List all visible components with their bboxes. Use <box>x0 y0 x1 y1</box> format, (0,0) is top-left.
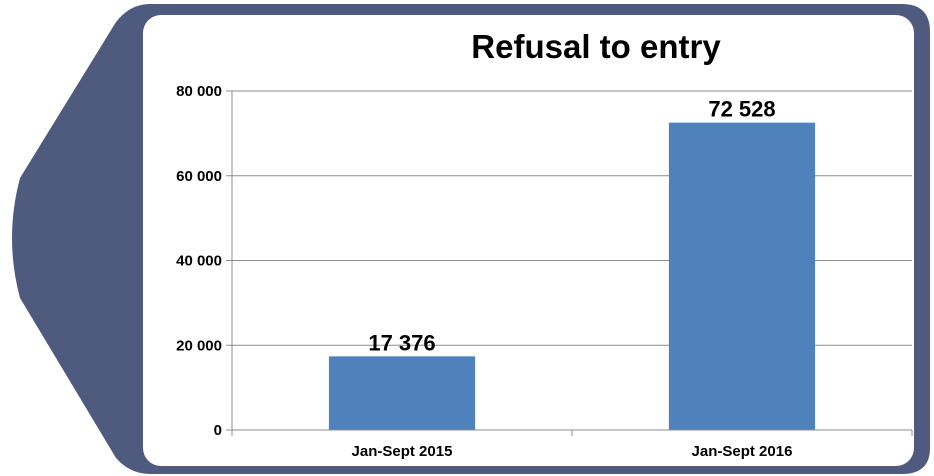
y-tick-label: 40 000 <box>176 253 222 270</box>
chart-title: Refusal to entry <box>471 28 721 65</box>
y-tick-labels: 0 20 000 40 000 60 000 80 000 <box>176 83 222 439</box>
data-label-2: 72 528 <box>708 97 775 122</box>
y-tick-label: 80 000 <box>176 83 222 100</box>
y-tick-label: 0 <box>214 422 222 439</box>
data-labels: 17 376 72 528 <box>368 97 775 356</box>
bar-2 <box>668 122 816 430</box>
x-tick-label: Jan-Sept 2016 <box>692 443 793 460</box>
x-tick-labels: Jan-Sept 2015 Jan-Sept 2016 <box>352 443 793 460</box>
y-tick-label: 60 000 <box>176 168 222 185</box>
data-label-1: 17 376 <box>368 330 435 355</box>
y-tick-label: 20 000 <box>176 337 222 354</box>
bars <box>328 122 816 430</box>
x-tick-label: Jan-Sept 2015 <box>352 443 453 460</box>
axes <box>231 91 913 436</box>
bar-1 <box>328 356 476 430</box>
